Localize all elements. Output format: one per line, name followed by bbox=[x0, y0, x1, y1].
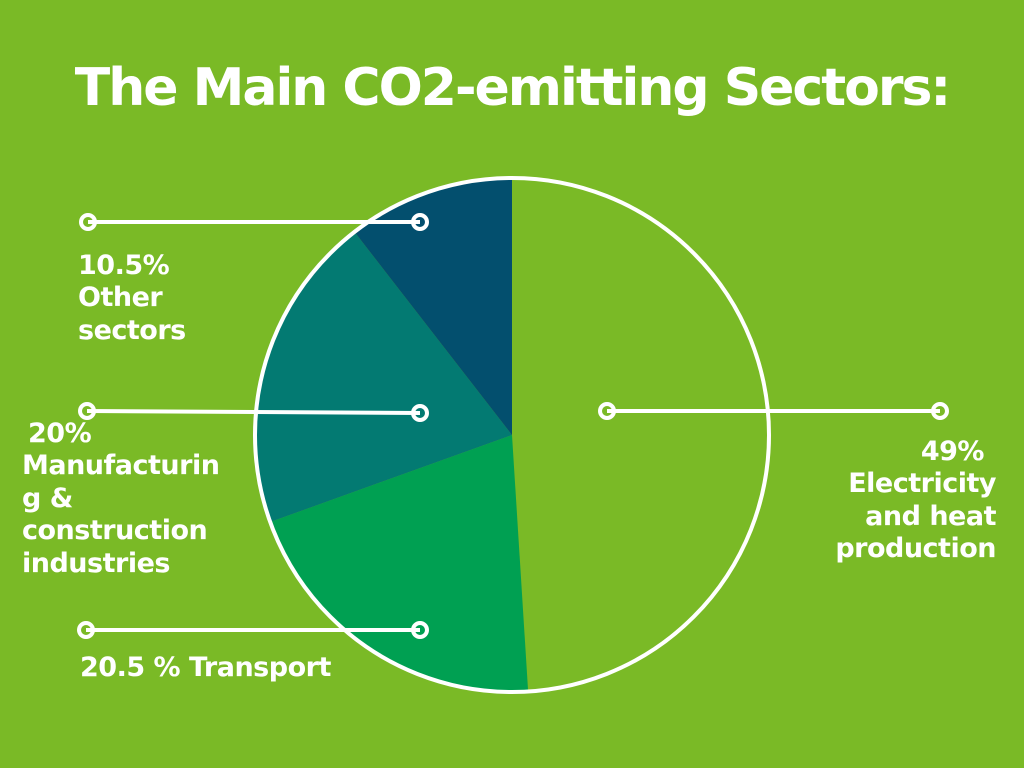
label-electricity-line3: production bbox=[835, 533, 996, 565]
label-manufacturing-line1: Manufacturin bbox=[22, 450, 220, 482]
pie-outline bbox=[253, 176, 771, 694]
chart-title: The Main CO2-emitting Sectors: bbox=[74, 58, 951, 118]
slice-manufacturing bbox=[254, 231, 512, 523]
leader-electricity bbox=[598, 402, 949, 420]
label-electricity-value: 49% bbox=[920, 436, 985, 467]
leader-transport bbox=[77, 621, 429, 639]
label-other: 10.5% Other sectors bbox=[78, 250, 186, 347]
label-manufacturing-line4: industries bbox=[22, 547, 170, 579]
label-other-line2: sectors bbox=[78, 314, 186, 346]
label-other-line1: Other bbox=[78, 282, 163, 314]
label-manufacturing-line2: g & bbox=[22, 482, 73, 514]
label-transport: 20.5 % Transport bbox=[80, 652, 331, 684]
label-manufacturing-line3: construction bbox=[22, 515, 208, 547]
label-electricity-line1: Electricity bbox=[848, 468, 996, 500]
label-manufacturing: 20% Manufacturin g & construction indust… bbox=[22, 418, 220, 580]
slice-electricity bbox=[512, 178, 770, 692]
label-electricity-line2: and heat bbox=[865, 500, 996, 532]
leader-manufacturing bbox=[78, 402, 429, 422]
label-transport-text: 20.5 % Transport bbox=[80, 652, 331, 683]
slice-transport bbox=[270, 435, 529, 692]
label-electricity: 49% Electricity and heat production bbox=[835, 436, 996, 566]
label-other-value: 10.5% bbox=[78, 250, 170, 281]
slice-other bbox=[354, 178, 512, 435]
label-manufacturing-value: 20% bbox=[28, 418, 92, 449]
leader-other bbox=[79, 213, 429, 231]
